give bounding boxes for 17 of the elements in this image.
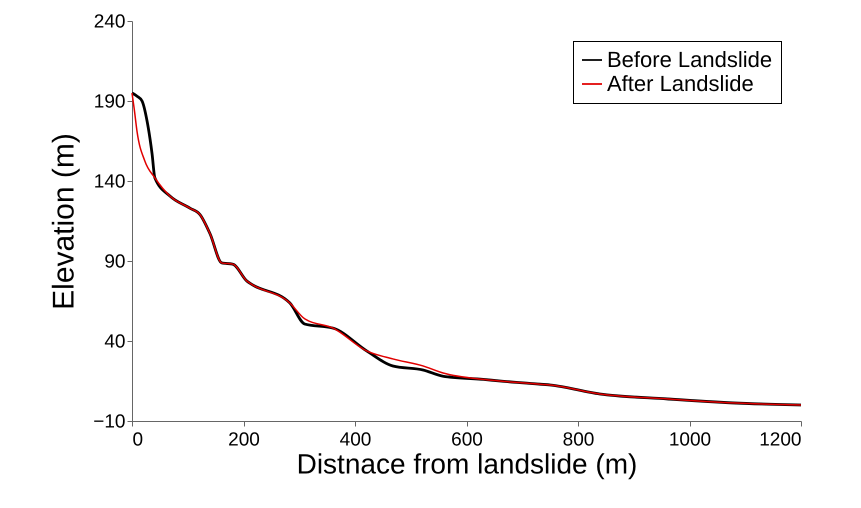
legend-label: Before Landslide [607, 47, 772, 72]
legend-label: After Landslide [607, 71, 754, 96]
y-tick-label: 140 [94, 172, 126, 192]
y-axis-title: Elevation (m) [47, 133, 80, 310]
x-tick-label: 800 [562, 430, 594, 450]
x-tick-label: 200 [228, 430, 260, 450]
y-tick-label: −10 [93, 412, 126, 432]
x-tick-label: 1200 [759, 430, 802, 450]
y-tick-label: 190 [94, 92, 126, 112]
x-tick-label: 600 [451, 430, 483, 450]
x-tick-label: 400 [340, 430, 372, 450]
y-tick-label: 240 [94, 12, 126, 32]
x-tick-label: 1000 [668, 430, 712, 450]
y-tick-label: 90 [104, 252, 126, 272]
y-tick-label: 40 [104, 332, 126, 352]
x-axis-title: Distnace from landslide (m) [296, 448, 638, 480]
x-tick-label: 0 [132, 430, 144, 450]
